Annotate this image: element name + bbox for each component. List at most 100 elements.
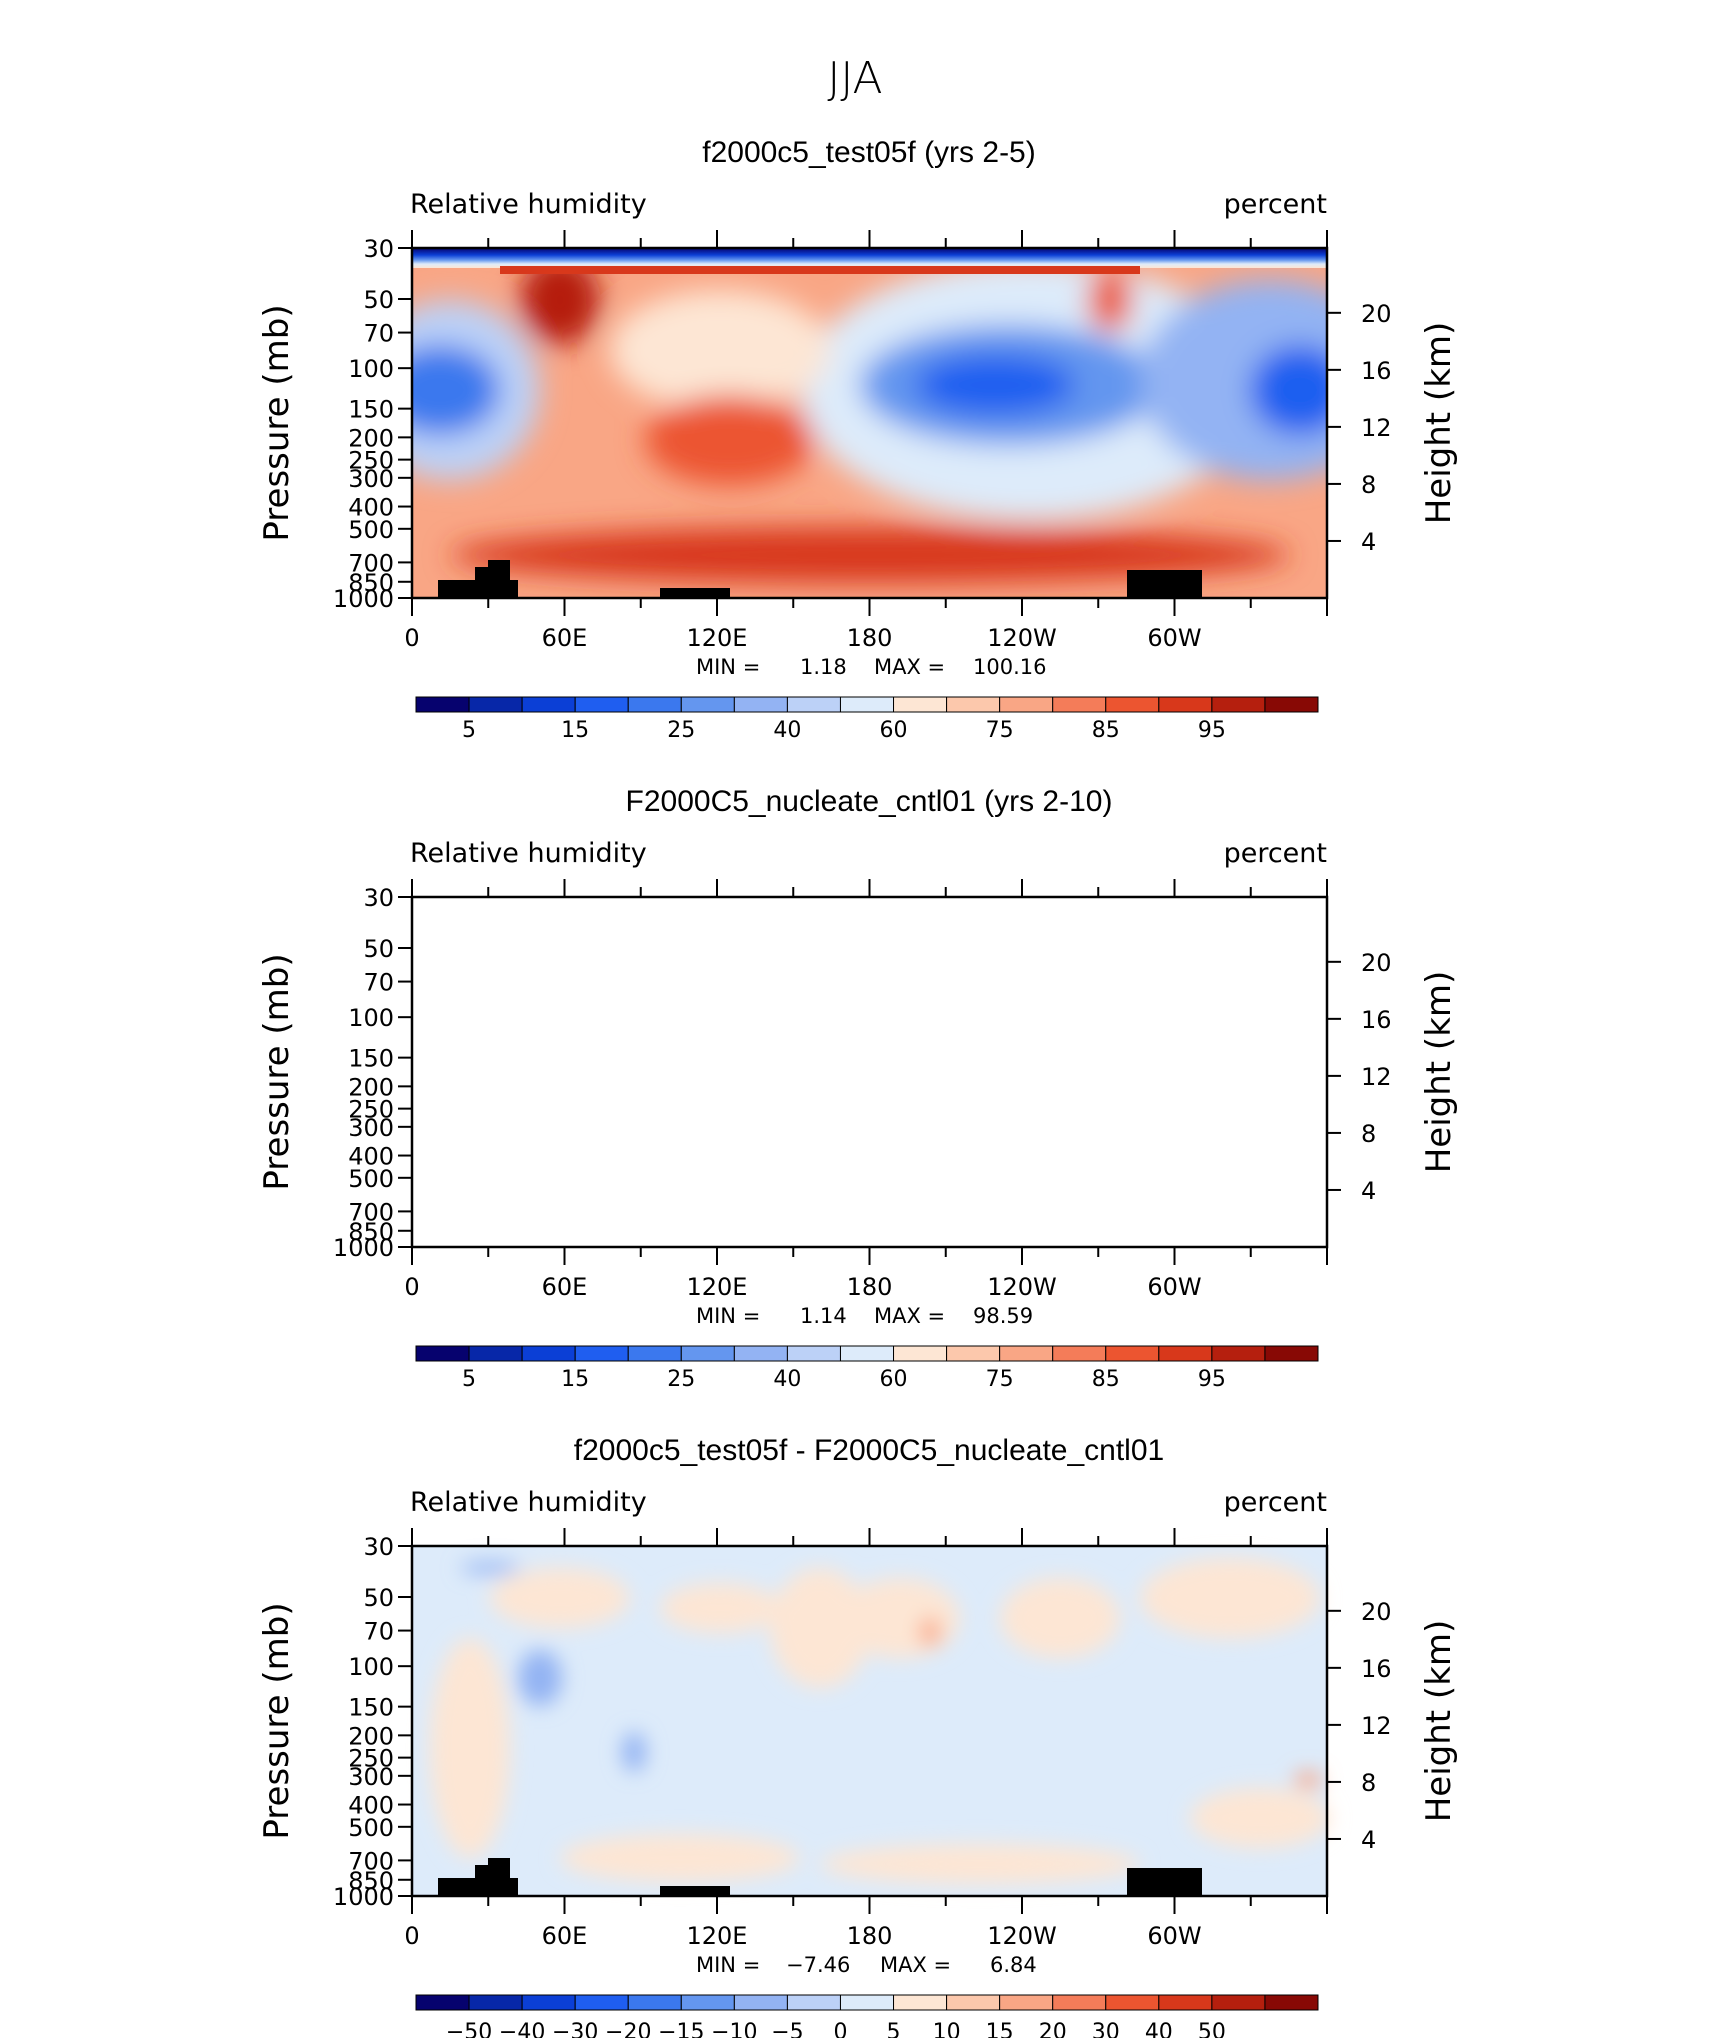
pressure-tick-label: 50	[363, 286, 394, 314]
height-tick-label: 16	[1361, 1006, 1392, 1034]
colorbar-label: 15	[561, 1367, 589, 1392]
x-tick-label: 120W	[987, 624, 1057, 652]
pressure-tick-label: 30	[363, 884, 394, 912]
colorbar-swatch	[415, 1345, 470, 1362]
pressure-tick-label: 700	[348, 1847, 394, 1875]
pressure-tick-label: 500	[348, 516, 394, 544]
height-tick-label: 12	[1361, 414, 1392, 442]
colorbar-swatch	[680, 1345, 735, 1362]
contour-blob	[780, 909, 1260, 1169]
height-tick-label: 12	[1361, 1063, 1392, 1091]
colorbar-label: 15	[986, 2020, 1014, 2038]
pressure-tick-label: 100	[348, 1004, 394, 1032]
height-tick-label: 8	[1361, 471, 1376, 499]
pressure-tick-label: 150	[348, 1045, 394, 1073]
height-tick-label: 4	[1361, 528, 1376, 556]
min-value: 1.14	[800, 1304, 847, 1328]
pressure-tick-label: 850	[348, 1867, 394, 1895]
colorbar-swatch	[1052, 696, 1107, 713]
height-tick-label: 16	[1361, 1655, 1392, 1683]
colorbar-swatch	[415, 1994, 470, 2011]
pressure-tick-label: 200	[348, 424, 394, 452]
colorbar-swatch	[574, 1345, 629, 1362]
x-tick-label: 60E	[542, 624, 588, 652]
min-value: 1.18	[800, 655, 847, 679]
contour-blob	[920, 1618, 940, 1646]
x-tick-label: 120E	[687, 624, 748, 652]
pressure-tick-label: 1000	[333, 1883, 394, 1911]
topography	[438, 1858, 1202, 1896]
pressure-tick-label: 850	[348, 1218, 394, 1246]
colorbar-swatch	[1158, 696, 1213, 713]
min-label: MIN =	[696, 655, 760, 679]
pressure-tick-label: 30	[363, 1533, 394, 1561]
colorbar-label: 95	[1198, 718, 1226, 743]
contour-blob	[520, 255, 600, 345]
min-label: MIN =	[696, 1953, 760, 1977]
colorbar-swatch	[839, 1345, 895, 1362]
height-tick-label: 20	[1361, 300, 1392, 328]
colorbar-swatch	[680, 1994, 735, 2011]
colorbar-label: 15	[561, 718, 589, 743]
contour-blob	[460, 1562, 520, 1574]
colorbar-swatch	[999, 1994, 1054, 2011]
pressure-tick-label: 70	[363, 1618, 394, 1646]
right-label: percent	[1224, 1487, 1327, 1518]
colorbar-label: 5	[462, 718, 476, 743]
colorbar-label: −40	[499, 2020, 545, 2038]
pressure-tick-label: 700	[348, 1198, 394, 1226]
height-tick-label: 12	[1361, 1712, 1392, 1740]
colorbar-swatch	[574, 696, 629, 713]
colorbar-swatch	[1211, 1345, 1266, 1362]
contour-blob	[1250, 994, 1350, 1084]
x-tick-label: 0	[404, 1922, 419, 1950]
contour-blob	[1294, 1772, 1322, 1788]
pressure-tick-label: 400	[348, 1792, 394, 1820]
pressure-tick-label: 500	[348, 1165, 394, 1193]
pressure-tick-label: 200	[348, 1722, 394, 1750]
colorbar-label: 25	[667, 718, 695, 743]
colorbar-swatch	[1211, 696, 1266, 713]
height-axis: 20 16 12 8 4	[1327, 949, 1392, 1205]
colorbar-swatch	[1158, 1345, 1213, 1362]
x-tick-label: 60E	[542, 1922, 588, 1950]
x-tick-label: 0	[404, 1273, 419, 1301]
topography-block	[1127, 570, 1202, 598]
pressure-tick-label: 50	[363, 1584, 394, 1612]
colorbar-swatch	[946, 1345, 1001, 1362]
contour-blob	[820, 1844, 1140, 1884]
colorbar: 5 15 25 40 60 75 85 95	[415, 1345, 1319, 1392]
colorbar-label: 40	[773, 718, 801, 743]
colorbar-swatch	[893, 1994, 948, 2011]
min-label: MIN =	[696, 1304, 760, 1328]
height-axis: 20 16 12 8 4	[1327, 300, 1392, 556]
pressure-tick-label: 400	[348, 494, 394, 522]
pressure-tick-label: 150	[348, 1694, 394, 1722]
y2-axis-label: Height (km)	[1419, 971, 1459, 1174]
left-label: Relative humidity	[410, 1487, 647, 1518]
colorbar-swatch	[1211, 1994, 1266, 2011]
contour-blob	[380, 994, 500, 1084]
height-tick-label: 8	[1361, 1120, 1376, 1148]
height-tick-label: 8	[1361, 1769, 1376, 1797]
colorbar-swatch	[786, 1345, 841, 1362]
colorbar-swatch	[468, 1345, 523, 1362]
x-tick-label: 180	[847, 624, 893, 652]
colorbar-label: −50	[446, 2020, 492, 2038]
panel-title: f2000c5_test05f (yrs 2-5)	[702, 136, 1036, 169]
colorbar-swatch	[733, 1345, 788, 1362]
colorbar-label: 75	[986, 718, 1014, 743]
colorbar-swatch	[627, 1345, 682, 1362]
contour-blob	[1190, 1788, 1330, 1848]
colorbar-swatch	[999, 1345, 1054, 1362]
colorbar-swatch	[627, 696, 682, 713]
contour-blob	[840, 1578, 960, 1658]
pressure-tick-label: 300	[348, 465, 394, 493]
contour-blob	[1250, 345, 1327, 435]
x-tick-label: 120E	[687, 1273, 748, 1301]
min-value: −7.46	[786, 1953, 850, 1977]
pressure-tick-label: 1000	[333, 585, 394, 613]
colorbar-label: 60	[880, 1367, 908, 1392]
colorbar-swatch	[521, 696, 576, 713]
